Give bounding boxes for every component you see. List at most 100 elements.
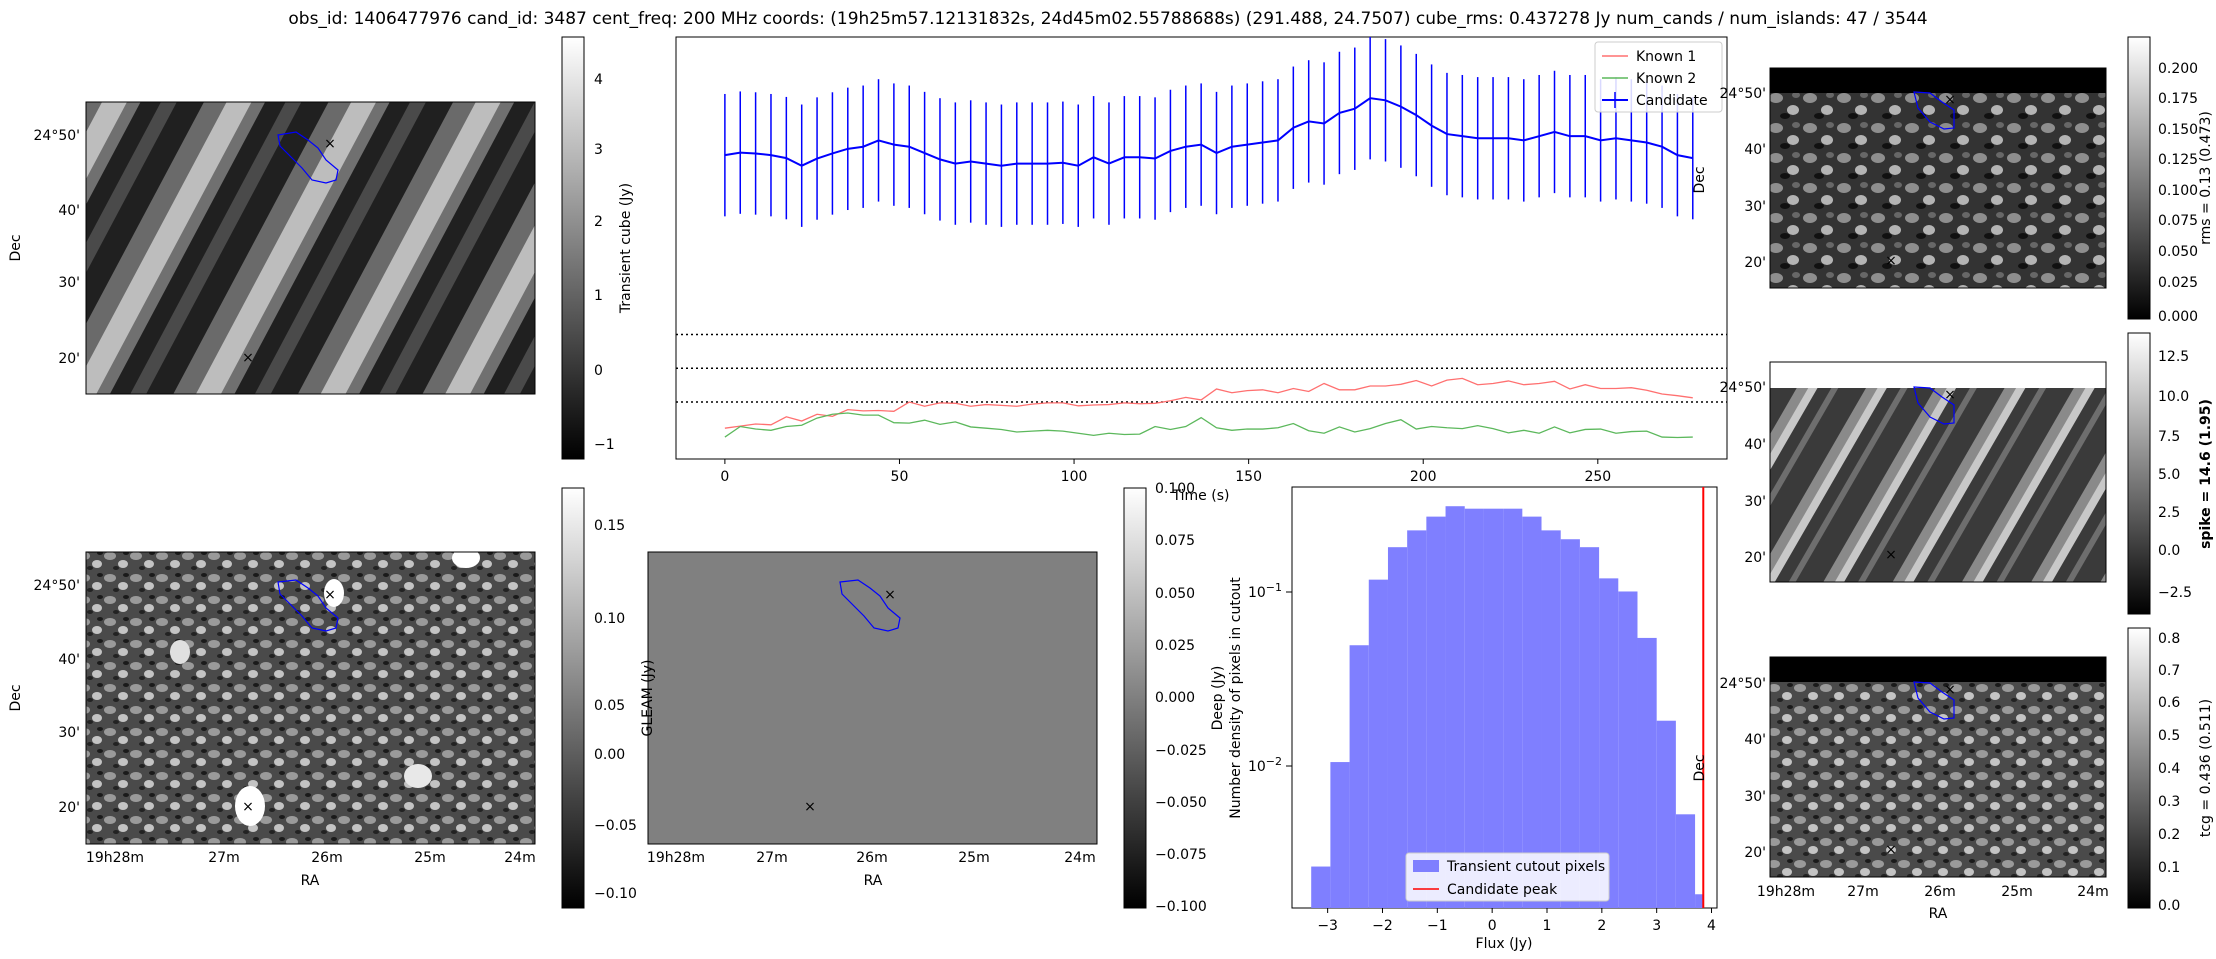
known-marker: × — [1885, 253, 1897, 269]
xtick-label: 3 — [1652, 918, 1661, 934]
known-marker: × — [1885, 842, 1897, 858]
cbar-tick: −1 — [594, 437, 615, 453]
known-marker: × — [1885, 547, 1897, 563]
dec-tick: 24°50' — [1720, 380, 1766, 396]
dec-tick: 30' — [58, 725, 80, 741]
candidate-marker: × — [1944, 682, 1956, 698]
hist-bar — [1311, 866, 1331, 908]
xtick-label: 0 — [720, 469, 729, 485]
xtick-label: 150 — [1235, 469, 1262, 485]
bright-source — [404, 764, 432, 788]
ra-tick: 26m — [311, 850, 342, 866]
cbar-tick: 0.0 — [2158, 543, 2180, 559]
cbar-tick: 0.025 — [2158, 275, 2198, 291]
hist-bar — [1387, 547, 1408, 908]
ra-tick: 25m — [414, 850, 445, 866]
legend-box — [1405, 852, 1610, 902]
colorbar-ticks: 0.8 0.7 0.6 0.5 0.4 0.3 0.2 0.1 0.0 — [2158, 631, 2180, 914]
known-marker: × — [242, 799, 254, 815]
candidate-contour — [1913, 681, 1955, 720]
panel-frame — [85, 551, 536, 845]
xtick-label: −3 — [1317, 918, 1338, 934]
colorbar — [2127, 36, 2151, 320]
ytick-label: 10−1 — [1248, 581, 1282, 601]
candidate-marker: × — [1944, 387, 1956, 403]
dec-tick: 24°50' — [1720, 86, 1766, 102]
colorbar — [561, 36, 585, 460]
xtick-label: −1 — [1427, 918, 1448, 934]
panel-rms: × × 24°50' 40' 30' 20' 0.200 0.175 0.150… — [1720, 36, 2214, 325]
colorbar-label: spike = 14.6 (1.95) — [2198, 399, 2214, 549]
cbar-tick: 0.200 — [2158, 61, 2198, 77]
legend-peak: Candidate peak — [1447, 882, 1558, 898]
hist-bar — [1426, 516, 1446, 908]
ra-ticks: 19h28m 27m 26m 25m 24m — [647, 850, 1096, 866]
ra-tick: 26m — [1924, 884, 1955, 900]
ra-tick: 27m — [208, 850, 239, 866]
candidate-contour — [839, 579, 901, 632]
cbar-tick: 0.050 — [1155, 586, 1195, 602]
xtick-label: 100 — [1061, 469, 1088, 485]
dec-ticks: 24°50' 40' 30' 20' — [1720, 380, 1766, 566]
hist-bar — [1599, 578, 1619, 908]
hist-bar — [1445, 506, 1465, 908]
ra-tick: 24m — [504, 850, 535, 866]
lightcurve-dec-label: Dec — [1692, 166, 1708, 193]
candidate-contour — [1913, 386, 1955, 425]
cbar-tick: 12.5 — [2158, 349, 2189, 365]
rms-image — [1770, 68, 2106, 288]
candidate-contour — [277, 579, 339, 632]
cbar-tick: 0.4 — [2158, 761, 2180, 777]
legend-hist-swatch — [1413, 860, 1439, 872]
cbar-tick: 0.000 — [2158, 309, 2198, 325]
cbar-tick: 0.050 — [2158, 244, 2198, 260]
cbar-tick: −0.05 — [594, 818, 637, 834]
colorbar — [1123, 487, 1147, 909]
hist-bar — [1541, 530, 1561, 908]
tcg-image — [1770, 657, 2106, 877]
candidate-contour — [277, 131, 339, 184]
dec-tick: 20' — [58, 351, 80, 367]
dec-ticks: 24°50' 40' 30' 20' — [34, 578, 80, 816]
ra-tick: 19h28m — [647, 850, 705, 866]
cbar-tick: 0.00 — [594, 747, 625, 763]
hist-bar — [1579, 547, 1600, 908]
panel-transient: × × 24°50' 40' 30' 20' Dec 4 3 2 1 0 −1 … — [8, 36, 634, 460]
cbar-tick: 0.7 — [2158, 663, 2180, 679]
xtick-label: 0 — [1488, 918, 1497, 934]
known-2-line — [724, 412, 1693, 439]
gleam-ylabel: GLEAM (Jy) — [640, 660, 656, 737]
cbar-tick: 0.15 — [594, 518, 625, 534]
colorbar-label: Transient cube (Jy) — [618, 183, 634, 314]
colorbar — [2127, 332, 2151, 615]
cbar-tick: 3 — [594, 142, 603, 158]
bright-source — [170, 640, 190, 664]
lightcurve-chart: 0 50 100 150 200 250 Time (s) Known 1 Known 2… — [675, 36, 1728, 504]
cbar-tick: 0.075 — [2158, 213, 2198, 229]
cbar-tick: −2.5 — [2158, 585, 2192, 601]
ra-tick: 19h28m — [86, 850, 144, 866]
histogram-chart: −3 −2 −1 0 1 2 3 4 10−1 10−2 Flux (Jy) Number d… — [1228, 486, 1718, 952]
hist-bar — [1349, 645, 1369, 908]
cbar-tick: 7.5 — [2158, 429, 2180, 445]
dec-tick: 30' — [58, 275, 80, 291]
hist-bar — [1637, 637, 1657, 908]
cbar-tick: 0.8 — [2158, 631, 2180, 647]
ra-ticks: 19h28m 27m 26m 25m 24m — [86, 850, 536, 866]
panel-deep: × × 24°50' 40' 30' 20' Dec 19h28m 27m 26… — [8, 487, 637, 909]
figure-title: obs_id: 1406477976 cand_id: 3487 cent_fr… — [288, 9, 1927, 29]
cbar-tick: 5.0 — [2158, 467, 2180, 483]
ra-tick: 26m — [856, 850, 887, 866]
xtick-label: 50 — [891, 469, 909, 485]
cbar-tick: 0.100 — [1155, 481, 1195, 497]
legend-candidate: Candidate — [1636, 93, 1708, 109]
x-ticks: 0 50 100 150 200 250 — [720, 459, 1611, 485]
dec-ticks: 24°50' 40' 30' 20' — [1720, 676, 1766, 861]
hist-bar — [1503, 508, 1523, 908]
colorbar-label: rms = 0.13 (0.473) — [2198, 111, 2214, 245]
dec-tick: 30' — [1744, 199, 1766, 215]
dec-tick: 24°50' — [34, 128, 80, 144]
lightcurve-frame — [675, 36, 1728, 460]
rms-blank-strip — [1770, 68, 2106, 93]
